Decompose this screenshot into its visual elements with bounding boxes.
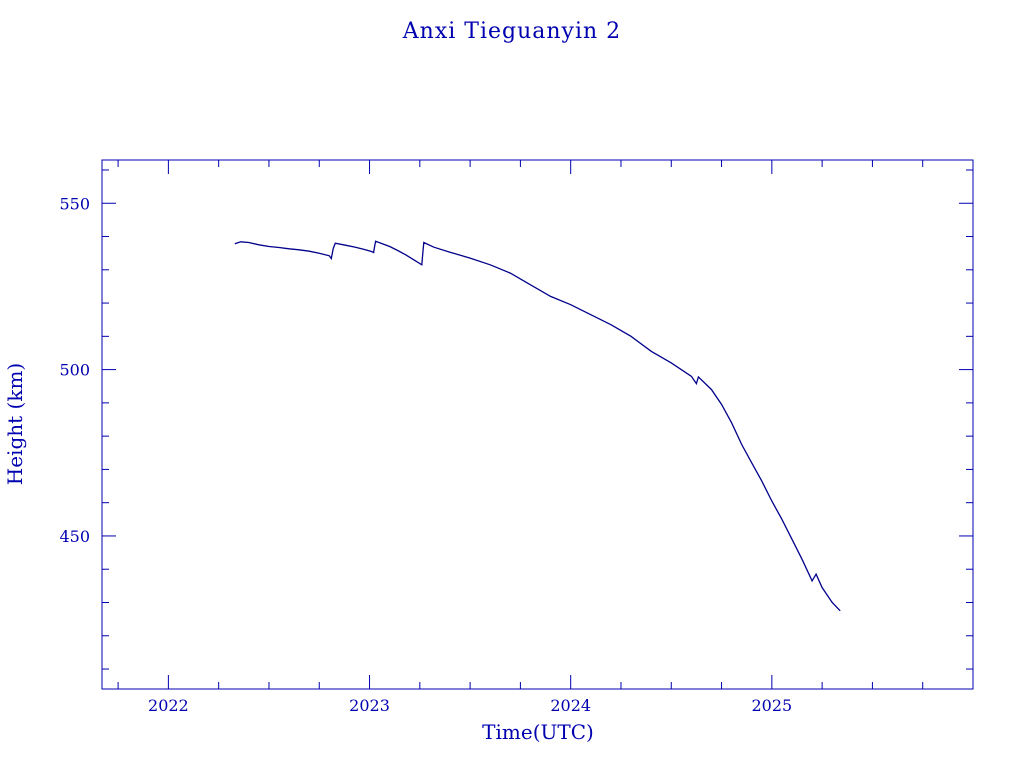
x-axis-label: Time(UTC) — [482, 720, 594, 744]
series-line-height — [234, 240, 841, 612]
axis-tick-labels: 2022 2023 2024 2025 450 500 550 — [59, 194, 792, 715]
chart-title: Anxi Tieguanyin 2 — [402, 19, 621, 44]
y-tick-label: 450 — [59, 527, 90, 546]
x-tick-label: 2025 — [751, 696, 792, 715]
y-tick-label: 500 — [59, 361, 90, 380]
x-tick-label: 2023 — [349, 696, 390, 715]
y-tick-label: 550 — [59, 194, 90, 213]
axis-ticks — [102, 160, 973, 689]
x-tick-label: 2024 — [550, 696, 591, 715]
plot-frame — [101, 159, 974, 690]
y-axis-label: Height (km) — [3, 363, 27, 485]
x-tick-label: 2022 — [148, 696, 189, 715]
